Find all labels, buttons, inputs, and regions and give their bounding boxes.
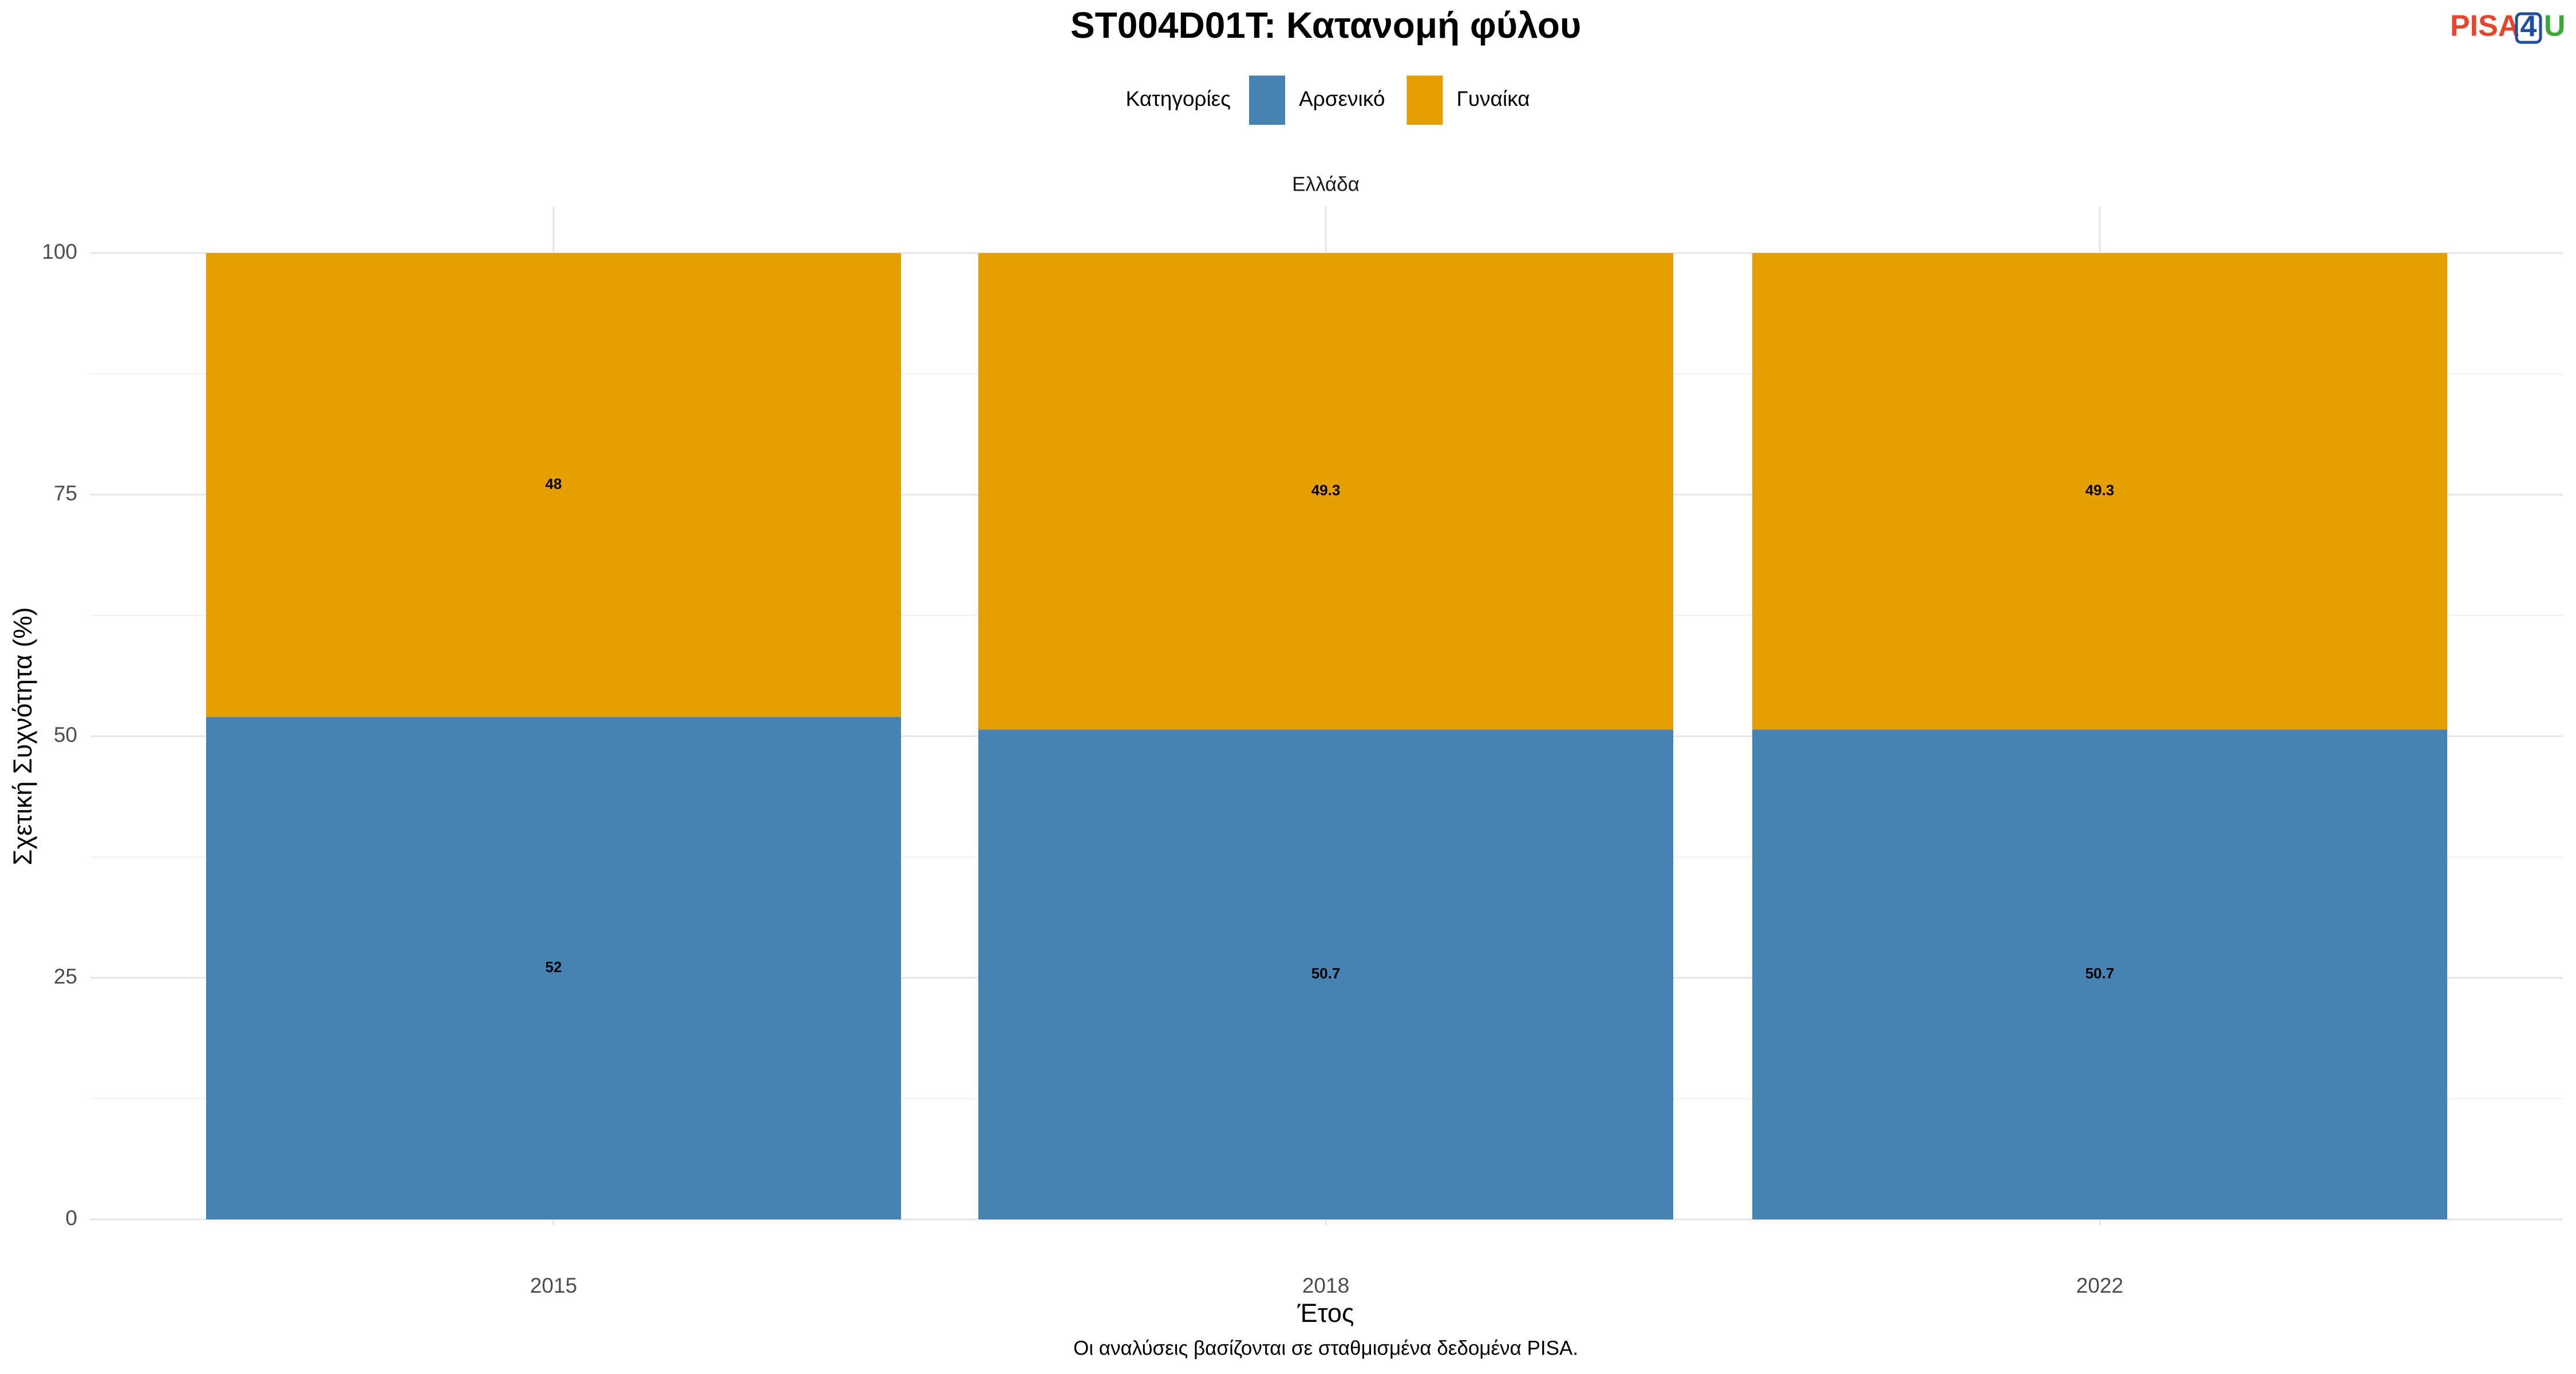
bar-segment [1752,253,2447,730]
logo-box [2515,12,2542,44]
y-tick-label: 100 [42,240,77,263]
x-tick-label: 2015 [530,1274,577,1297]
y-axis-title: Σχετική Συχνότητα (%) [8,607,37,866]
bar-segment [206,717,901,1219]
logo-text: PISA [2450,10,2519,43]
value-label: 49.3 [2085,481,2115,499]
y-tick-label: 50 [54,723,77,747]
caption: Οι αναλύσεις βασίζονται σε σταθμισμένα δ… [1073,1337,1578,1359]
bar-segment [1752,729,2447,1219]
y-tick-label: 75 [54,481,77,505]
legend-title: Κατηγορίες [1126,87,1231,110]
value-label: 50.7 [1311,965,1341,982]
facet-label: Ελλάδα [1292,173,1360,195]
value-label: 49.3 [1311,481,1341,499]
legend-label: Αρσενικό [1299,87,1385,110]
logo-text: 4 [2520,10,2537,44]
logo-text: U [2544,10,2566,43]
y-tick-label: 0 [65,1206,77,1230]
logo: PISA 4 U [2450,10,2566,44]
bar-segment [206,253,901,717]
legend-swatch [1406,76,1443,125]
legend-label: Γυναίκα [1456,87,1530,110]
x-tick-label: 2022 [2076,1274,2123,1297]
value-label: 52 [546,958,562,976]
x-axis-title: Έτος [1297,1298,1354,1328]
bar-segment [978,729,1673,1219]
chart-title: ST004D01T: Κατανομή φύλου [1070,5,1581,46]
value-label: 50.7 [2085,965,2115,982]
bar-segment [978,253,1673,730]
y-tick-label: 25 [54,965,77,988]
x-tick-label: 2018 [1302,1274,1349,1297]
value-label: 48 [546,475,562,492]
legend-swatch [1249,76,1285,125]
